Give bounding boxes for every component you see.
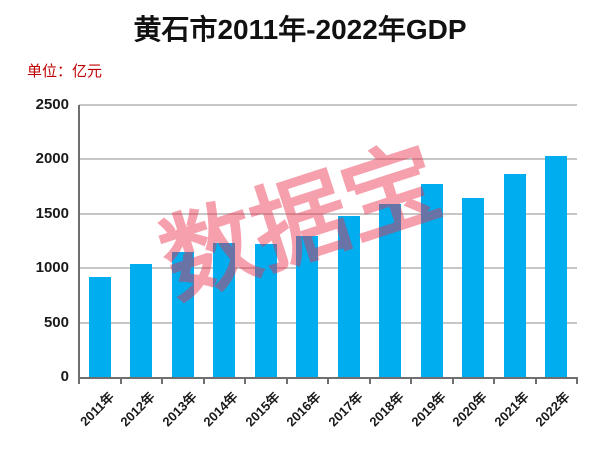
y-axis-line xyxy=(78,105,80,382)
y-axis-label-0: 0 xyxy=(60,368,69,385)
x-axis-label-2012年: 2012年 xyxy=(117,389,158,430)
chart-title: 黄石市2011年-2022年GDP xyxy=(133,14,467,45)
gridline-2000 xyxy=(79,158,577,161)
bar-2019年 xyxy=(420,184,443,377)
bar-2018年 xyxy=(379,204,402,377)
x-axis-tick xyxy=(244,379,246,384)
x-axis-tick xyxy=(327,379,329,384)
x-axis-tick xyxy=(161,379,163,384)
x-axis-label-2016年: 2016年 xyxy=(283,389,324,430)
y-axis-label-2000: 2000 xyxy=(35,150,69,168)
bar-2014年 xyxy=(213,243,236,377)
bar-2021年 xyxy=(503,174,526,377)
x-axis-tick xyxy=(534,379,537,384)
bar-2020年 xyxy=(462,198,485,377)
bar-2015年 xyxy=(254,243,277,377)
y-axis-label-500: 500 xyxy=(43,313,69,331)
y-axis-label-1500: 1500 xyxy=(35,204,69,222)
x-axis-tick xyxy=(451,379,454,384)
x-axis-line xyxy=(78,377,578,379)
y-axis-label-1000: 1000 xyxy=(35,259,69,277)
x-axis-tick xyxy=(202,379,205,384)
x-axis-tick xyxy=(119,379,122,384)
bar-2016年 xyxy=(296,235,319,377)
x-axis-tick xyxy=(576,379,578,384)
x-axis-label-2018年: 2018年 xyxy=(366,389,407,430)
bar-2013年 xyxy=(171,251,194,377)
x-axis-tick xyxy=(410,379,412,384)
x-axis-label-2014年: 2014年 xyxy=(200,389,241,430)
gridline-2500 xyxy=(79,104,577,106)
gridline-1500 xyxy=(79,212,577,215)
x-axis-label-2015年: 2015年 xyxy=(242,389,283,430)
x-axis-tick xyxy=(78,379,80,384)
gridline-1000 xyxy=(79,267,577,270)
gridline-500 xyxy=(79,321,577,324)
bar-2011年 xyxy=(88,276,111,377)
x-axis-tick xyxy=(493,379,495,384)
x-axis-label-2019年: 2019年 xyxy=(408,389,449,430)
bar-2017年 xyxy=(337,215,360,377)
x-axis-label-2013年: 2013年 xyxy=(159,389,200,430)
bar-2022年 xyxy=(545,155,568,377)
x-axis-tick xyxy=(368,379,371,384)
x-axis-label-2020年: 2020年 xyxy=(449,389,490,430)
x-axis-label-2011年: 2011年 xyxy=(76,389,117,429)
x-axis-label-2021年: 2021年 xyxy=(491,389,532,430)
x-axis-tick xyxy=(285,379,288,384)
y-axis-label-2500: 2500 xyxy=(35,96,69,113)
unit-label: 单位：亿元 xyxy=(27,63,103,80)
x-axis-label-2017年: 2017年 xyxy=(325,389,366,430)
bar-2012年 xyxy=(130,264,153,377)
x-axis-label-2022年: 2022年 xyxy=(532,389,573,430)
